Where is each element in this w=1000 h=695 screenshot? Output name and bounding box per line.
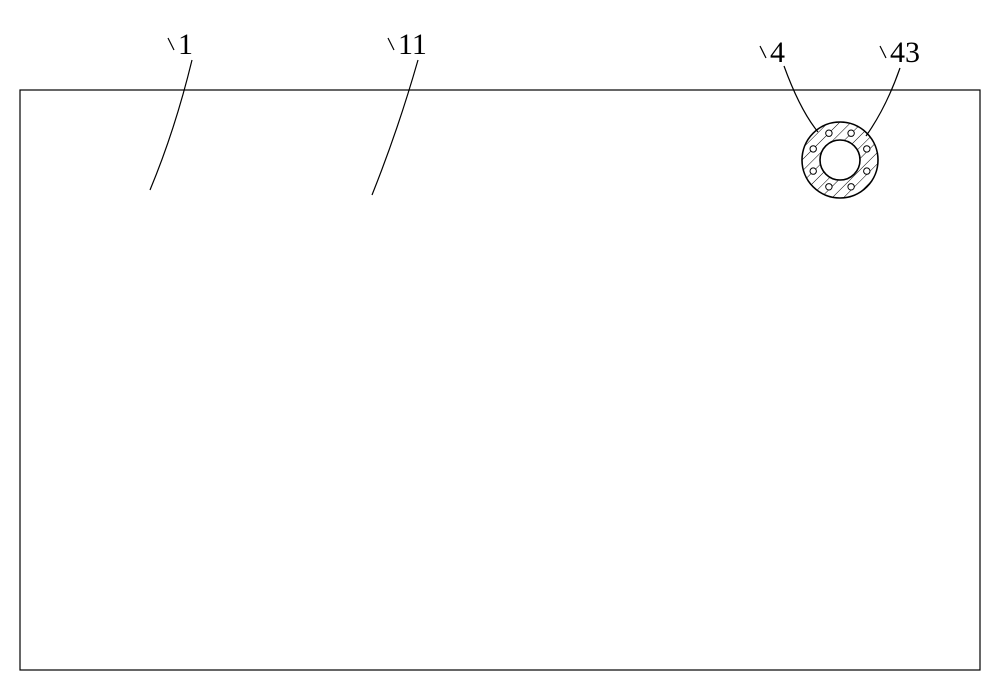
lbl-11-text: 11 [398,28,427,61]
bearing-hatch [800,120,880,200]
outer-frame [20,90,980,670]
lbl-1-leader [150,60,192,190]
bearing-assembly [800,120,880,200]
lbl-43: 43 [866,36,920,136]
lbl-43-tick [880,46,886,58]
bearing-ball [826,184,832,190]
lbl-4-tick [760,46,766,58]
bearing-ball [864,168,870,174]
bearing-ball [848,130,854,136]
lbl-43-leader [866,68,900,136]
lbl-1-tick [168,38,174,50]
lbl-11-leader [372,60,418,195]
bearing-ball [864,146,870,152]
bearing-ball [826,130,832,136]
lbl-1: 1 [150,28,193,190]
lbl-11-tick [388,38,394,50]
bearing-inner-ring [820,140,860,180]
lbl-11: 11 [372,28,427,195]
bearing-ball [848,184,854,190]
lbl-1-text: 1 [178,28,193,61]
lbl-4-leader [784,66,818,132]
lbl-43-text: 43 [890,36,920,69]
bearing-ball [810,146,816,152]
lbl-4-text: 4 [770,36,785,69]
lbl-4: 4 [760,36,818,132]
bearing-ball [810,168,816,174]
